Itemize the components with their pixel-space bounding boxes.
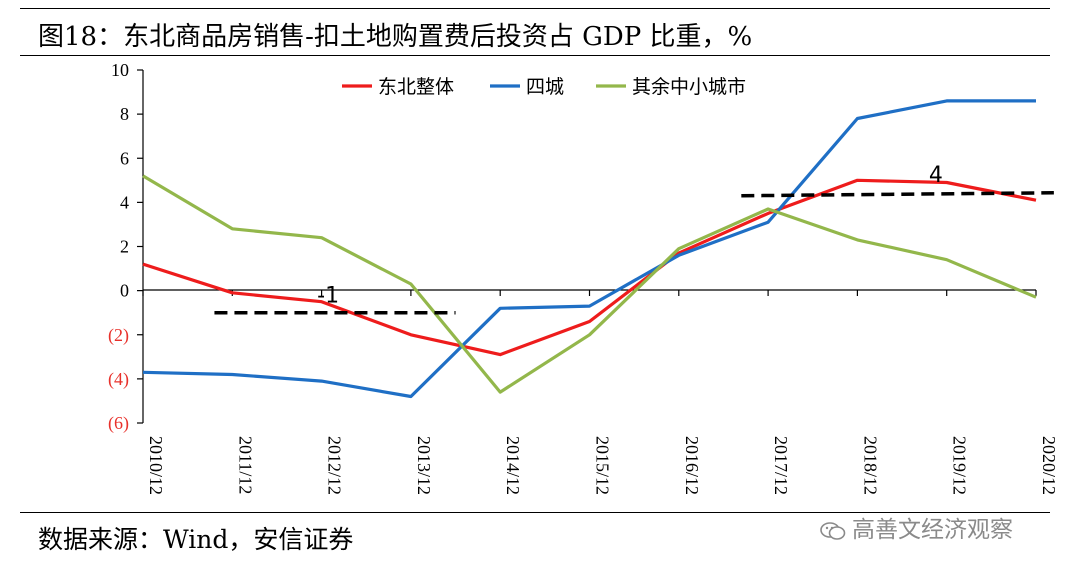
y-tick-label: 4: [120, 192, 129, 212]
y-tick-label: (2): [108, 325, 129, 346]
x-tick-label: 2013/12: [414, 436, 434, 495]
bottom-rule: [20, 512, 1050, 513]
reference-label-1: -1: [317, 284, 339, 309]
x-tick-label: 2014/12: [503, 436, 523, 495]
watermark: 高善文经济观察: [820, 510, 1013, 544]
x-tick-label: 2015/12: [593, 436, 613, 495]
x-tick-label: 2019/12: [950, 436, 970, 495]
reference-line-2: [741, 191, 1054, 198]
y-tick-label: (4): [108, 369, 129, 390]
x-tick-label: 2018/12: [860, 436, 880, 495]
x-tick-label: 2020/12: [1039, 436, 1059, 495]
y-tick-label: 2: [120, 237, 129, 257]
legend-label: 四城: [526, 76, 564, 98]
top-rule: [20, 8, 1050, 9]
y-tick-label: (6): [108, 413, 129, 434]
y-tick-label: 10: [111, 60, 129, 80]
y-tick-label: 6: [120, 148, 129, 168]
y-tick-label: 0: [120, 281, 129, 301]
y-tick-label: 8: [120, 104, 129, 124]
series-line-1: [142, 178, 1037, 357]
chart-title: 图18：东北商品房销售-扣土地购置费后投资占 GDP 比重，%: [38, 22, 753, 52]
series-line-2: [142, 99, 1036, 399]
wechat-icon: [820, 521, 846, 540]
watermark-text: 高善文经济观察: [852, 517, 1013, 543]
legend-label: 其余中小城市: [632, 76, 746, 98]
x-tick-label: 2017/12: [771, 436, 791, 495]
legend-label: 东北整体: [378, 76, 454, 98]
series-line-3: [142, 174, 1037, 394]
title-underline: [20, 55, 1050, 56]
x-tick-label: 2010/12: [146, 436, 166, 495]
reference-label-2: 4: [929, 163, 943, 188]
x-tick-label: 2012/12: [325, 436, 345, 495]
x-tick-label: 2016/12: [682, 436, 702, 495]
data-source-note: 数据来源：Wind，安信证券: [38, 525, 354, 554]
x-tick-label: 2011/12: [235, 436, 255, 494]
